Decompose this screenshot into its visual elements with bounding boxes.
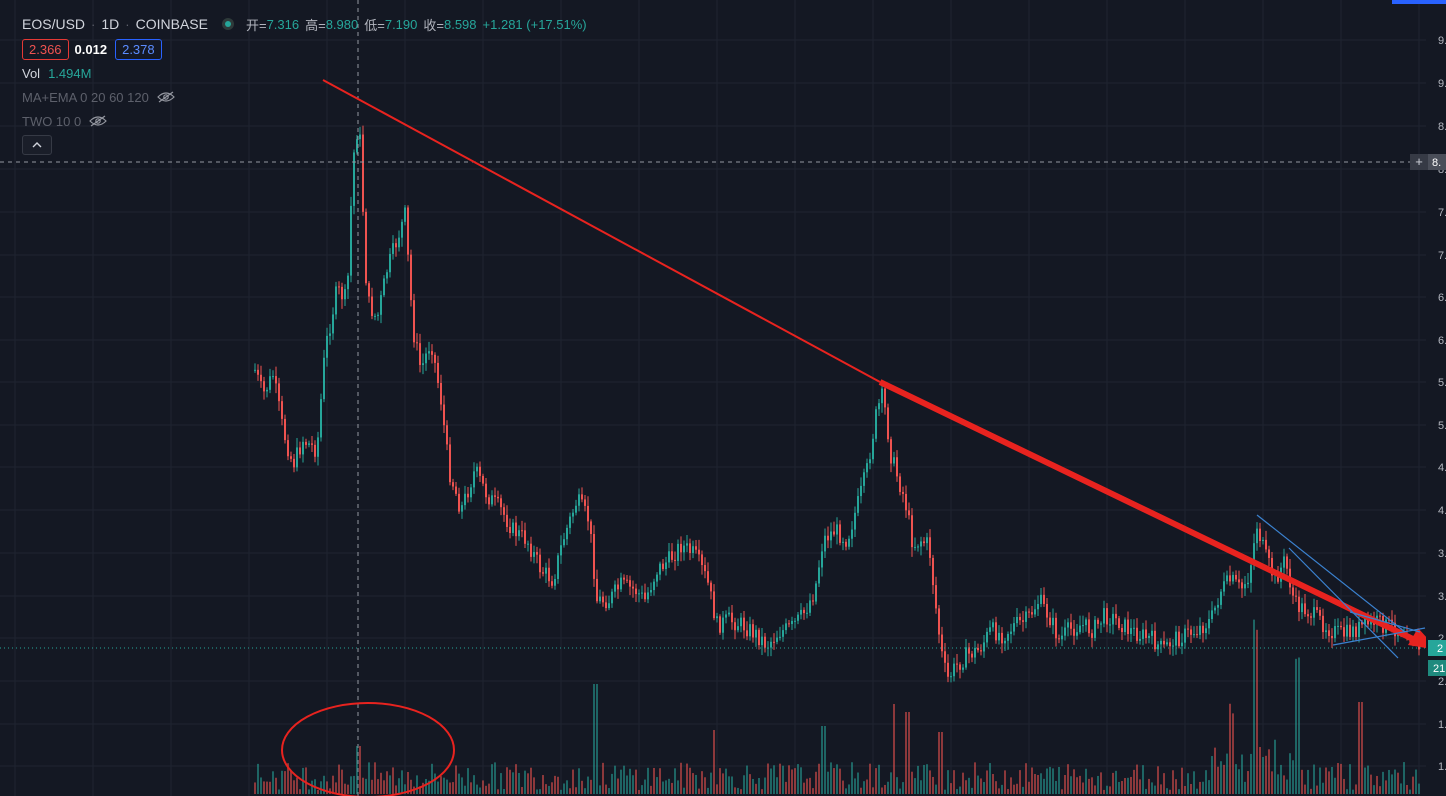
price-tick-label: 6. [1438, 292, 1446, 304]
bid-ask-row: 2.366 0.012 2.378 [22, 37, 593, 61]
price-axis[interactable]: 9. 9. 8. 8. 7. 7. 6. 6. 5. 5. 4. 4. 3. 3. 2. 2. 1. 1. [1426, 0, 1446, 796]
interval[interactable]: 1D [101, 16, 120, 32]
low-key: 低= [364, 17, 385, 33]
open-key: 开= [245, 17, 267, 33]
crosshair-price-marker[interactable]: + 8. [1410, 154, 1446, 170]
hidden-eye-icon[interactable] [156, 91, 175, 103]
indicator-ma-ema-row[interactable]: MA+EMA 0 20 60 120 [22, 85, 593, 109]
collapse-row [22, 133, 593, 157]
indicator-two-label: TWO 10 0 [22, 113, 82, 129]
volume-value: 1.494M [48, 65, 92, 81]
price-tick-label: 4. [1438, 505, 1446, 517]
exchange: COINBASE [135, 16, 208, 32]
top-right-blue-tab [1392, 0, 1446, 4]
price-tick-label: 6. [1438, 335, 1446, 347]
price-tick-label: 9. [1438, 78, 1446, 90]
price-tick-label: 2. [1438, 676, 1446, 688]
buy-button[interactable]: 2.378 [115, 38, 162, 60]
price-tick-label: 3. [1438, 548, 1446, 560]
price-tick-label: 2. [1438, 633, 1446, 645]
volume-bars [254, 619, 1420, 794]
current-price-label: 2 [1437, 643, 1443, 655]
collapse-legend-button[interactable] [22, 135, 52, 155]
chevron-up-icon [32, 142, 42, 148]
price-tick-label: 9. [1438, 35, 1446, 47]
symbol-name[interactable]: EOS/USD [22, 16, 86, 32]
price-tick-label: 5. [1438, 377, 1446, 389]
indicator-two-row[interactable]: TWO 10 0 [22, 109, 593, 133]
price-tick-label: 7. [1438, 207, 1446, 219]
low-value: 7.190 [384, 16, 418, 32]
market-status-icon[interactable] [221, 18, 234, 30]
spread-value: 0.012 [74, 41, 108, 57]
price-tick-label: 1. [1438, 719, 1446, 731]
trendline-thin [322, 79, 881, 383]
indicator-ma-ema-label: MA+EMA 0 20 60 120 [22, 89, 149, 105]
hidden-eye-icon[interactable] [89, 115, 108, 127]
price-tick-label: 4. [1438, 462, 1446, 474]
volume-row: Vol 1.494M [22, 61, 593, 85]
price-tick-label: 7. [1438, 250, 1446, 262]
price-tick-label: 8. [1438, 121, 1446, 133]
price-tick-label: 3. [1438, 591, 1446, 603]
crosshair-price-label: 8. [1432, 157, 1441, 169]
symbol-row: EOS/USD · 1D · COINBASE 开= 7.316 高= 8.980 … [22, 16, 587, 33]
sell-button[interactable]: 2.366 [22, 38, 69, 60]
price-tick-label: 1. [1438, 761, 1446, 773]
close-value: 8.598 [443, 16, 477, 32]
current-price-marker: 2 21 [1428, 640, 1446, 676]
volume-highlight-circle [281, 702, 455, 796]
close-key: 收= [423, 17, 444, 33]
trendline-thick [878, 379, 1417, 643]
change-value: +1.281 (+17.51%) [482, 16, 587, 32]
volume-label: Vol [22, 65, 41, 81]
chart-legend: EOS/USD · 1D · COINBASE 开= 7.316 高= 8.980 … [22, 12, 593, 157]
svg-text:+: + [1415, 154, 1423, 169]
high-key: 高= [305, 17, 326, 33]
bar-countdown-label: 21 [1433, 663, 1445, 675]
open-value: 7.316 [266, 16, 300, 32]
price-tick-label: 5. [1438, 420, 1446, 432]
high-value: 8.980 [325, 16, 359, 32]
triangle-pattern [1256, 514, 1426, 659]
candlesticks [254, 125, 1420, 683]
